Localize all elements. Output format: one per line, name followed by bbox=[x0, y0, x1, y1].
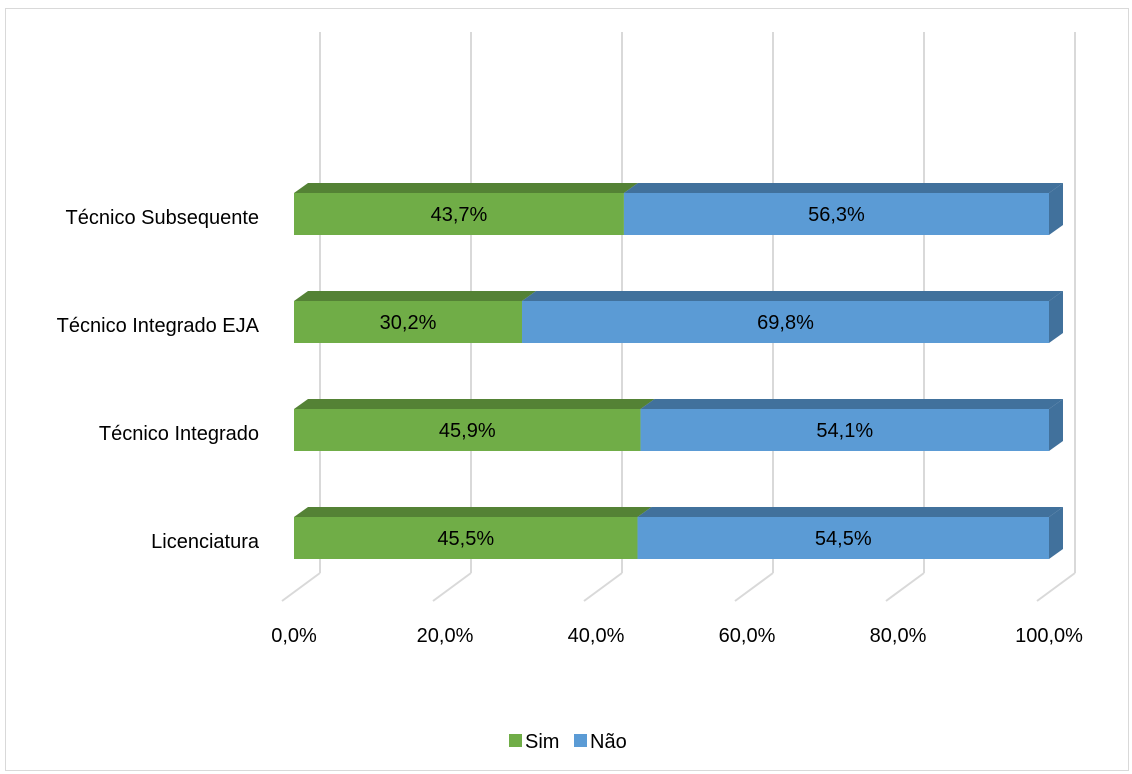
legend-label-sim: Sim bbox=[525, 731, 559, 753]
category-label: Técnico Integrado EJA bbox=[57, 315, 260, 337]
bar-top-nao bbox=[637, 507, 1063, 517]
data-label-nao: 54,5% bbox=[815, 528, 872, 550]
data-label-nao: 54,1% bbox=[816, 420, 873, 442]
data-label-sim: 30,2% bbox=[380, 312, 437, 334]
legend-label-nao: Não bbox=[590, 731, 627, 753]
x-tick-label: 60,0% bbox=[719, 625, 776, 647]
category-label: Técnico Integrado bbox=[99, 423, 259, 445]
x-tick-label: 100,0% bbox=[1015, 625, 1083, 647]
bar-sim bbox=[294, 409, 641, 451]
bar-side-nao bbox=[1049, 399, 1063, 451]
legend-swatch-sim bbox=[509, 734, 522, 747]
data-label-sim: 43,7% bbox=[431, 204, 488, 226]
gridline-floor bbox=[885, 572, 925, 602]
bar-top-nao bbox=[623, 183, 1063, 193]
bar-nao bbox=[637, 517, 1049, 559]
legend-swatch-nao bbox=[574, 734, 587, 747]
bar-sim bbox=[294, 517, 638, 559]
chart-frame bbox=[5, 8, 1129, 771]
bar-top-sim bbox=[294, 291, 537, 301]
data-label-nao: 69,8% bbox=[757, 312, 814, 334]
bar-sim bbox=[294, 193, 624, 235]
category-label: Técnico Subsequente bbox=[66, 207, 259, 229]
bar-top-sim bbox=[294, 399, 655, 409]
data-label-nao: 56,3% bbox=[808, 204, 865, 226]
bar-nao bbox=[522, 301, 1049, 343]
gridline-floor bbox=[432, 572, 472, 602]
x-axis-ticks: 0,0% 20,0% 40,0% 60,0% 80,0% 100,0% bbox=[271, 625, 1083, 647]
bar-side-nao bbox=[1049, 291, 1063, 343]
x-tick-label: 80,0% bbox=[870, 625, 927, 647]
bar-side-nao bbox=[1049, 183, 1063, 235]
data-label-sim: 45,5% bbox=[437, 528, 494, 550]
bar-nao bbox=[623, 193, 1049, 235]
bar-nao bbox=[640, 409, 1049, 451]
category-labels: Licenciatura Técnico Integrado Técnico Int… bbox=[57, 207, 260, 553]
bar-top-nao bbox=[522, 291, 1063, 301]
gridline-floor bbox=[1036, 572, 1076, 602]
legend: Sim Não bbox=[509, 731, 627, 753]
x-tick-label: 20,0% bbox=[417, 625, 474, 647]
gridline-floor bbox=[583, 572, 623, 602]
bar-top-sim bbox=[294, 507, 652, 517]
bar-top-nao bbox=[640, 399, 1063, 409]
category-label: Licenciatura bbox=[151, 531, 260, 553]
bar-top-sim bbox=[294, 183, 638, 193]
bar-side-nao bbox=[1049, 507, 1063, 559]
bars: 45,5% 54,5% 45,9% 54,1% 30,2% 69,8% 43,7% 56,3% bbox=[294, 183, 1063, 559]
data-label-sim: 45,9% bbox=[439, 420, 496, 442]
gridline-floor bbox=[281, 572, 321, 602]
gridline-floor bbox=[734, 572, 774, 602]
x-tick-label: 40,0% bbox=[568, 625, 625, 647]
x-tick-label: 0,0% bbox=[271, 625, 317, 647]
bar-sim bbox=[294, 301, 523, 343]
